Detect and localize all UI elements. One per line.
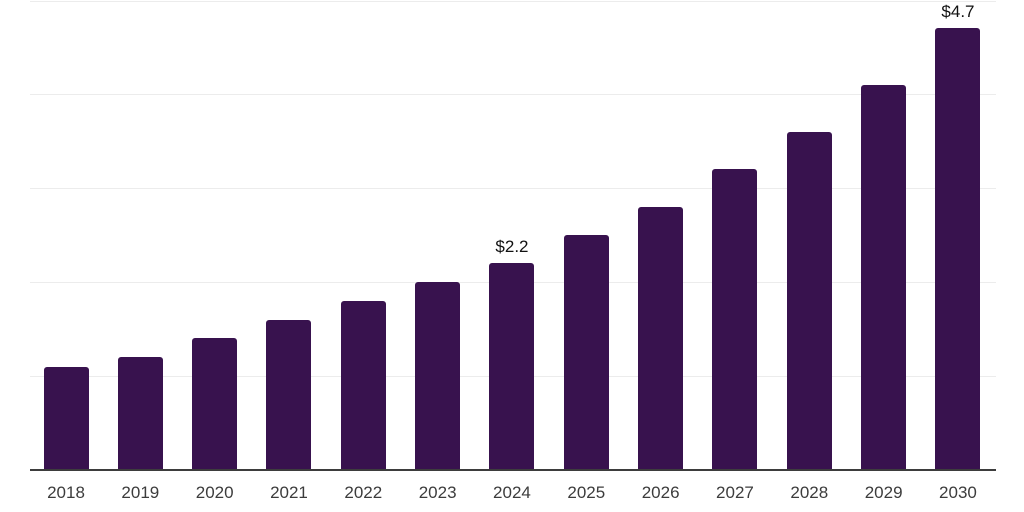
x-axis-label-2025: 2025 <box>567 483 606 502</box>
bar-2028 <box>786 131 832 470</box>
bar-2024 <box>489 263 535 470</box>
bar-value-label-2030: $4.7 <box>941 2 975 22</box>
bar-2023 <box>415 282 461 470</box>
x-axis-label-2019: 2019 <box>121 483 160 502</box>
bar-2018 <box>43 366 89 470</box>
bar-2027 <box>712 169 758 470</box>
bar-2019 <box>117 357 163 470</box>
bar-2020 <box>192 338 238 470</box>
bar-2022 <box>340 300 386 470</box>
x-axis-label-2024: 2024 <box>493 483 531 502</box>
x-axis-line <box>30 469 996 471</box>
x-axis-label-2021: 2021 <box>270 483 308 502</box>
bar-2030 <box>935 28 981 470</box>
x-axis-label-2022: 2022 <box>344 483 383 502</box>
x-axis-label-2030: 2030 <box>939 483 977 502</box>
bar-2021 <box>266 319 312 470</box>
gridline <box>30 188 996 189</box>
bar-value-label-2024: $2.2 <box>495 237 529 257</box>
gridline <box>30 94 996 95</box>
x-axis-label-2028: 2028 <box>790 483 829 502</box>
bar-2026 <box>638 206 684 470</box>
x-axis-label-2020: 2020 <box>195 483 234 502</box>
x-axis-label-2027: 2027 <box>716 483 754 502</box>
x-axis-label-2018: 2018 <box>47 483 85 502</box>
bar-2025 <box>563 235 609 470</box>
x-axis-label-2029: 2029 <box>864 483 903 502</box>
bar-2029 <box>861 84 907 470</box>
gridline <box>30 1 996 2</box>
x-axis-label-2023: 2023 <box>418 483 457 502</box>
x-axis-label-2026: 2026 <box>641 483 680 502</box>
